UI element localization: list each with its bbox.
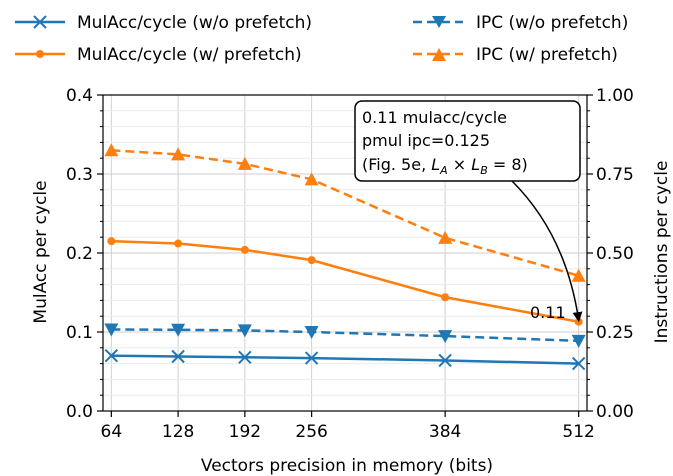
y-right-tick-label: 1.00 [596,86,634,106]
legend-entry-ipc-wo-prefetch: IPC (w/o prefetch) [413,13,628,33]
y-axis-left-label: MulAcc per cycle [31,180,51,323]
annotation-line-3-suffix: = 8) [488,155,528,174]
data-point-triangle-down [104,323,119,337]
data-point-triangle-up [104,143,119,157]
legend-marker-triangle-up-icon [432,48,446,61]
legend-label: IPC (w/ prefetch) [476,45,618,65]
annotation-box [354,100,581,182]
x-axis-label: Vectors precision in memory (bits) [201,456,493,476]
legend-marker-x-icon [33,15,47,29]
annotation-lb: L [471,155,480,174]
data-point-triangle-up [571,268,586,282]
data-point-x-marker [304,351,319,365]
legend-label: IPC (w/o prefetch) [476,13,628,33]
y-right-tick-label: 0.50 [596,244,634,264]
data-point-triangle-down [237,324,252,338]
annotation-times: × [448,155,472,174]
legend: MulAcc/cycle (w/o prefetch) MulAcc/cycle… [15,13,628,65]
data-point-x-marker [238,350,252,364]
data-point-dot [441,293,450,302]
series-line [111,239,579,323]
series-line [111,354,579,365]
data-point-triangle-up [237,156,252,170]
annotation-line-2: pmul ipc=0.125 [362,131,490,150]
x-tick-label: 128 [162,422,194,442]
series-1 [107,237,583,326]
data-point-dot [307,256,316,265]
y-right-tick-label: 0.75 [596,165,634,185]
annotation: 0.11 mulacc/cycle pmul ipc=0.125 (Fig. 5… [354,100,583,323]
data-point-x-marker [171,349,185,364]
legend-entry-mulacc-w-prefetch: MulAcc/cycle (w/ prefetch) [15,45,302,65]
y-left-tick-label: 0.2 [66,244,93,264]
data-point-triangle-down [571,334,586,348]
series-layer [104,143,586,371]
series-line [111,149,579,277]
annotation-line-1: 0.11 mulacc/cycle [362,108,507,127]
legend-marker-dot-icon [36,50,44,58]
y-left-tick-label: 0.4 [66,86,93,106]
data-point-triangle-down [304,326,319,339]
y-axis-right-label: Instructions per cycle [652,161,672,344]
y-left-tick-label: 0.3 [66,165,93,185]
data-point-triangle-down [171,323,186,337]
data-point-triangle-up [171,147,186,161]
annotation-la: L [431,155,440,174]
x-tick-label: 256 [295,422,327,442]
data-point-dot [107,237,116,246]
right-axis: 0.00 0.25 0.50 0.75 1.00 [587,86,634,422]
annotation-lb-sub: B [480,164,488,177]
left-axis: 0.0 0.1 0.2 0.3 0.4 [66,86,103,422]
data-point-x-marker [571,356,586,371]
annotation-la-sub: A [439,164,448,177]
y-left-tick-label: 0.1 [66,323,93,343]
data-point-dot [174,239,183,248]
annotation-line-3: (Fig. 5e, LA × LB = 8) [362,155,528,177]
legend-entry-mulacc-wo-prefetch: MulAcc/cycle (w/o prefetch) [15,13,312,33]
x-tick-label: 384 [429,422,461,442]
data-point-dot [240,245,249,254]
y-left-tick-label: 0.0 [66,402,93,422]
x-tick-label: 192 [229,422,261,442]
data-point-x-marker [104,348,119,363]
series-3 [104,143,586,282]
series-0 [104,348,586,371]
data-point-x-marker [438,353,452,368]
bottom-axis: 64 128 192 256 384 512 [101,411,595,442]
legend-entry-ipc-w-prefetch: IPC (w/ prefetch) [413,45,618,65]
series-2 [104,323,586,348]
x-tick-label: 64 [101,422,123,442]
point-label: 0.11 [530,303,566,322]
data-point-triangle-up [304,172,319,186]
legend-label: MulAcc/cycle (w/ prefetch) [77,45,302,65]
legend-marker-triangle-down-icon [432,16,446,28]
annotation-arrow [511,180,583,323]
data-point-triangle-up [438,230,453,244]
annotation-line-3-prefix: (Fig. 5e, [362,155,431,174]
x-tick-label: 512 [562,422,594,442]
y-right-tick-label: 0.25 [596,323,634,343]
y-right-tick-label: 0.00 [596,402,634,422]
data-point-triangle-down [438,330,453,344]
legend-label: MulAcc/cycle (w/o prefetch) [77,13,312,33]
series-line [111,328,579,343]
